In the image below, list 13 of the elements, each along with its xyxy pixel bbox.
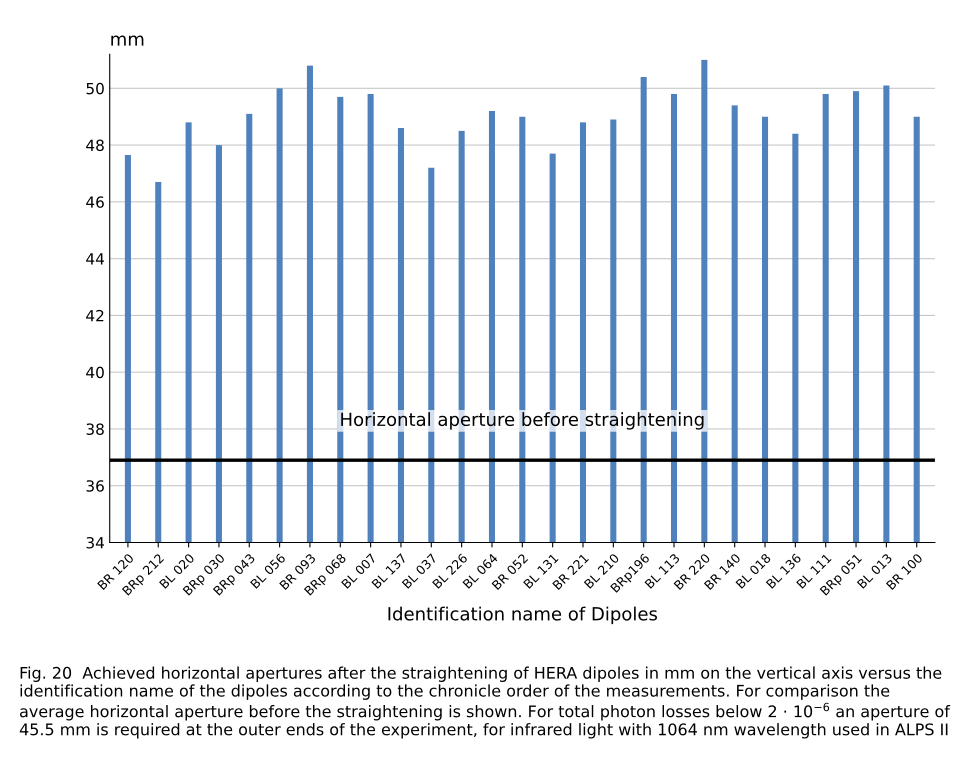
y-tick-label: 42: [86, 310, 104, 322]
y-tick-label: 48: [86, 140, 104, 152]
y-tick-label: 40: [86, 366, 104, 378]
y-tick-label: 50: [86, 82, 104, 94]
ref-line-label: Horizontal aperture before straightening: [341, 412, 704, 430]
y-tick-label: 34: [86, 536, 104, 549]
y-tick-label: 44: [86, 253, 104, 264]
y-tick-label: 38: [86, 423, 104, 435]
y-axis-title: mm: [111, 36, 144, 46]
caption: Fig. 20 Achieved horizontal apertures after the straightening of HERA dipoles in mm on the vertical axis versus the identification name of the dipoles according to the chronicle order of the measurements. For comparison the average horizontal aperture before the straightening is shown. For total photon losses below 2 · 10$^{−6}$ an aperture of 45.5 mm is required at the outer ends of the experiment, for infrared light with 1064 nm wavelength used in ALPS II: [20, 666, 950, 739]
y-tick-label: 36: [86, 480, 104, 492]
x-axis-title: Identification name of Dipoles: [388, 606, 658, 624]
y-tick-label: 46: [86, 196, 104, 208]
